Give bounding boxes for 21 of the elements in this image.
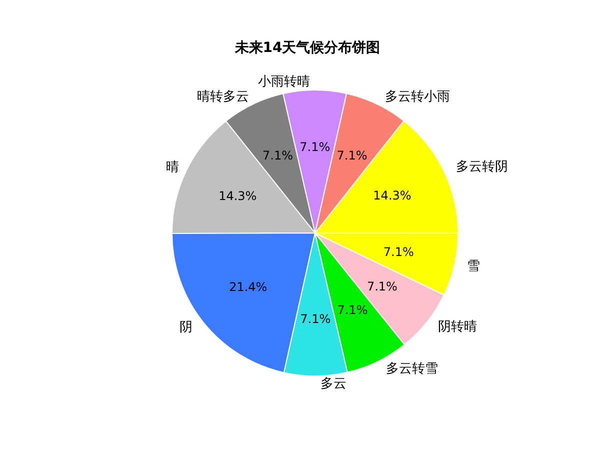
slice-label: 阴转晴 xyxy=(438,319,478,334)
slice-label: 晴转多云 xyxy=(197,90,250,104)
slice-label: 多云转阴 xyxy=(456,160,508,175)
slice-label: 雪 xyxy=(467,259,480,274)
data-label: 7.1% xyxy=(262,148,294,163)
data-label: 7.1% xyxy=(366,279,398,294)
data-label: 14.3% xyxy=(373,188,412,203)
chart-title: 未来14天气候分布饼图 xyxy=(234,40,380,56)
slice-label: 多云转雪 xyxy=(386,361,438,376)
data-label: 7.1% xyxy=(383,245,414,260)
slice-label: 多云转小雨 xyxy=(385,89,450,104)
slice-label: 晴 xyxy=(166,160,179,176)
data-label: 7.1% xyxy=(300,140,330,154)
data-label: 21.4% xyxy=(229,280,268,294)
slice-label: 小雨转晴 xyxy=(258,74,310,90)
data-label: 7.1% xyxy=(336,148,368,163)
data-label: 14.3% xyxy=(218,188,257,203)
data-label: 7.1% xyxy=(300,312,331,326)
data-label: 7.1% xyxy=(337,303,368,318)
slice-label: 多云 xyxy=(320,376,347,392)
slice-label: 阴 xyxy=(179,320,192,336)
